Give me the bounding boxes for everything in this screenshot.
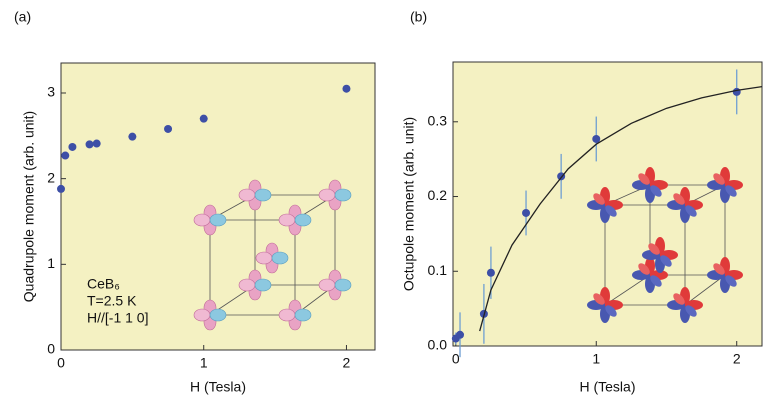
y-tick-label: 0 — [47, 341, 55, 357]
inset-octupole — [587, 167, 743, 323]
data-point — [732, 87, 741, 96]
data-point — [128, 132, 137, 141]
panel-label: (a) — [14, 9, 31, 25]
data-point — [342, 84, 351, 93]
y-tick-label: 0.2 — [428, 187, 448, 203]
data-point — [199, 114, 208, 123]
x-axis-label: H (Tesla) — [579, 379, 635, 395]
x-axis-label: H (Tesla) — [190, 379, 246, 395]
data-point — [85, 140, 94, 149]
data-point — [592, 134, 601, 143]
x-tick-label: 1 — [592, 351, 600, 367]
x-tick-label: 2 — [343, 355, 351, 371]
annotation: T=2.5 K — [87, 293, 137, 309]
x-tick-label: 0 — [452, 351, 460, 367]
y-tick-label: 0.3 — [428, 112, 448, 128]
inset-quadrupole — [193, 179, 352, 331]
plot-frame — [452, 61, 763, 347]
data-point — [68, 142, 77, 151]
fit-line — [479, 86, 763, 332]
y-axis-label: Octupole moment (arb. unit) — [401, 117, 417, 291]
y-tick-label: 0.0 — [428, 337, 448, 353]
data-point — [92, 139, 101, 148]
plot-area — [61, 63, 375, 350]
x-tick-label: 0 — [57, 355, 65, 371]
y-tick-label: 0.1 — [428, 262, 448, 278]
y-tick-label: 1 — [47, 255, 55, 271]
y-axis-label: Quadrupole moment (arb. unit) — [21, 111, 37, 302]
annotation: H//[-1 1 0] — [87, 310, 148, 326]
data-point — [486, 268, 495, 277]
x-tick-label: 2 — [733, 351, 741, 367]
data-point — [61, 151, 70, 160]
y-tick-label: 2 — [47, 169, 55, 185]
plot-frame — [60, 62, 376, 351]
panel-a: (a) H (Tesla) Quadrupole moment (arb. unit… — [14, 9, 376, 395]
data-point — [456, 330, 465, 339]
x-tick-label: 1 — [200, 355, 208, 371]
annotation: CeB₆ — [87, 276, 120, 292]
data-point — [57, 184, 65, 193]
y-tick-label: 3 — [47, 84, 55, 100]
panel-label: (b) — [410, 9, 427, 25]
data-point — [522, 208, 531, 217]
data-point — [164, 124, 173, 133]
panel-b: (b) H (Tesla) Octupole moment (arb. unit) 0… — [401, 9, 763, 395]
